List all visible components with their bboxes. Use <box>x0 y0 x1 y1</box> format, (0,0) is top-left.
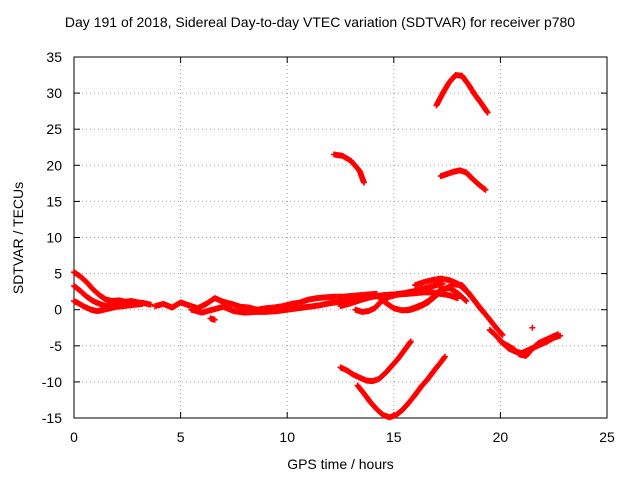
x-tick-label: 0 <box>70 429 78 445</box>
data-points <box>71 72 564 421</box>
series-track-14 <box>354 353 448 421</box>
data-point <box>147 301 154 308</box>
x-tick-label: 20 <box>493 429 509 445</box>
data-point <box>482 186 489 193</box>
data-point <box>407 338 414 345</box>
series-track-19 <box>529 324 536 331</box>
y-tick-label: 30 <box>46 85 62 101</box>
data-point <box>360 179 367 186</box>
series-track-18 <box>497 331 561 359</box>
grid-layer <box>74 57 607 418</box>
plot-border <box>73 56 608 419</box>
plot-frame <box>73 56 608 419</box>
x-axis-label: GPS time / hours <box>287 456 394 472</box>
series-track-15 <box>433 72 491 116</box>
data-point <box>479 307 486 314</box>
data-point <box>480 308 487 315</box>
series-track-12 <box>412 275 487 315</box>
data-point <box>441 354 448 361</box>
chart-title: Day 191 of 2018, Sidereal Day-to-day VTE… <box>64 14 576 30</box>
data-point <box>529 324 536 331</box>
data-point <box>484 109 491 116</box>
series-track-6 <box>207 315 218 323</box>
series-track-3 <box>71 298 146 315</box>
y-tick-label: 20 <box>46 157 62 173</box>
data-point <box>139 300 146 307</box>
y-axis-label: SDTVAR / TECUs <box>10 181 26 295</box>
y-tick-label: 35 <box>46 49 62 65</box>
y-tick-labels: 35 30 25 20 15 10 5 0 -5 -10 -15 <box>42 49 62 426</box>
data-point <box>454 295 461 302</box>
data-point <box>441 353 448 360</box>
y-tick-label: 5 <box>54 266 62 282</box>
data-point <box>499 331 506 338</box>
series-track-11 <box>403 285 470 314</box>
x-tick-label: 15 <box>386 429 402 445</box>
y-tick-label: 10 <box>46 230 62 246</box>
data-point <box>498 330 505 337</box>
series-track-13 <box>337 338 414 385</box>
data-point <box>211 316 218 323</box>
y-tick-label: -15 <box>42 410 62 426</box>
y-tick-label: -10 <box>42 374 62 390</box>
series-track-16 <box>437 167 489 193</box>
x-tick-label: 10 <box>279 429 295 445</box>
series-track-7 <box>331 151 367 186</box>
data-point <box>462 297 469 304</box>
x-tick-labels: 0 5 10 15 20 25 <box>70 429 615 445</box>
x-tick-label: 25 <box>599 429 615 445</box>
y-tick-label: 15 <box>46 193 62 209</box>
y-tick-label: 25 <box>46 121 62 137</box>
data-point <box>554 331 561 338</box>
y-tick-label: 0 <box>54 302 62 318</box>
x-tick-label: 5 <box>177 429 185 445</box>
tick-marks <box>73 56 608 419</box>
y-tick-label: -5 <box>50 338 63 354</box>
data-point <box>481 186 488 193</box>
data-point <box>463 298 470 305</box>
